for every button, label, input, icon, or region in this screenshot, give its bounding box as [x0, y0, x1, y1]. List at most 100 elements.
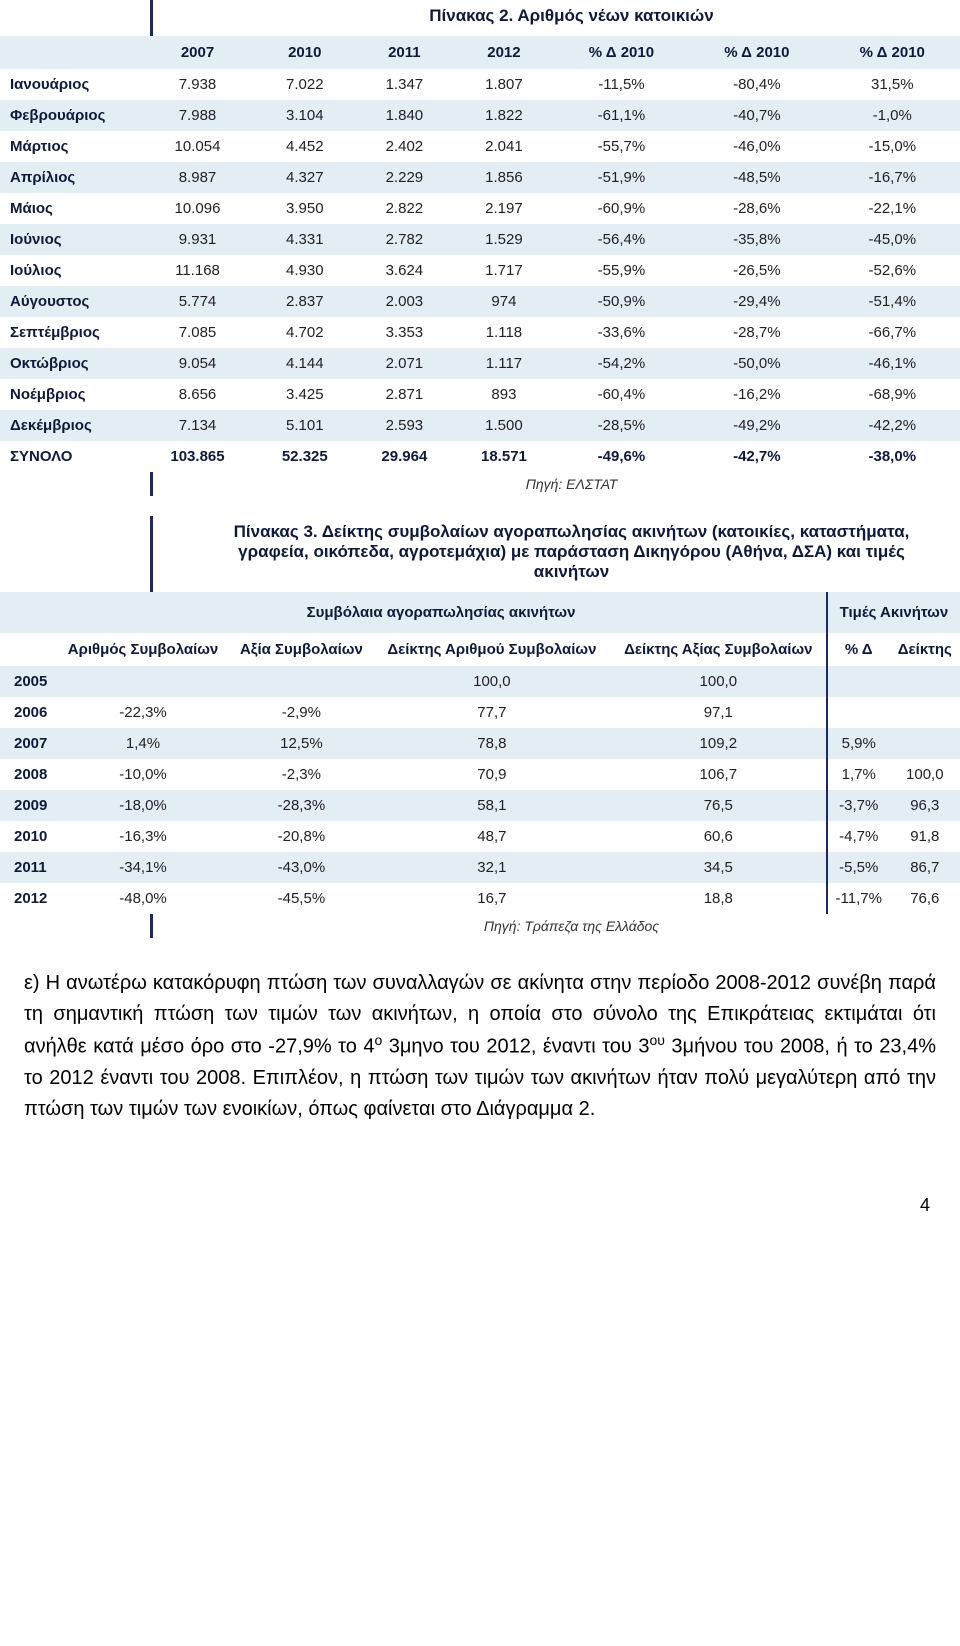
table2-section: Πίνακας 2. Αριθμός νέων κατοικιών 2007 2…: [0, 0, 960, 496]
table2-title: Πίνακας 2. Αριθμός νέων κατοικιών: [183, 0, 960, 36]
cell: 9.054: [140, 348, 255, 379]
cell: 31,5%: [825, 69, 960, 100]
row-label: Μάρτιος: [0, 131, 140, 162]
table-row: Απρίλιος8.9874.3272.2291.856-51,9%-48,5%…: [0, 162, 960, 193]
cell: 103.865: [140, 441, 255, 472]
t3c6: Δείκτης: [890, 633, 960, 666]
total-label: ΣΥΝΟΛΟ: [0, 441, 140, 472]
cell: 4.327: [255, 162, 355, 193]
source-bar-3: [150, 914, 153, 938]
row-label: Αύγουστος: [0, 286, 140, 317]
cell: -50,9%: [554, 286, 689, 317]
cell: 2.593: [355, 410, 455, 441]
cell: -35,8%: [689, 224, 824, 255]
table-row: Μάιος10.0963.9502.8222.197-60,9%-28,6%-2…: [0, 193, 960, 224]
t3c1: Αριθμός Συμβολαίων: [56, 633, 230, 666]
cell: 11.168: [140, 255, 255, 286]
cell: [890, 697, 960, 728]
cell: -28,7%: [689, 317, 824, 348]
cell: 4.144: [255, 348, 355, 379]
cell: -46,1%: [825, 348, 960, 379]
cell: -40,7%: [689, 100, 824, 131]
cell: 1,7%: [827, 759, 890, 790]
cell: 1.856: [454, 162, 554, 193]
para-part2: 3μηνο του 2012, έναντι του 3: [382, 1036, 649, 1058]
table-row: Ιανουάριος7.9387.0221.3471.807-11,5%-80,…: [0, 69, 960, 100]
cell: -49,2%: [689, 410, 824, 441]
cell: -2,9%: [230, 697, 373, 728]
table-row: Μάρτιος10.0544.4522.4022.041-55,7%-46,0%…: [0, 131, 960, 162]
cell: 16,7: [373, 883, 611, 914]
col-2007: 2007: [140, 36, 255, 69]
title-bar-3: [150, 516, 153, 592]
cell: -61,1%: [554, 100, 689, 131]
col-2010: 2010: [255, 36, 355, 69]
t3c2: Αξία Συμβολαίων: [230, 633, 373, 666]
cell: -51,4%: [825, 286, 960, 317]
cell: 48,7: [373, 821, 611, 852]
cell: 2.402: [355, 131, 455, 162]
cell: 2.782: [355, 224, 455, 255]
cell: -51,9%: [554, 162, 689, 193]
cell: [230, 666, 373, 697]
cell: 78,8: [373, 728, 611, 759]
cell: 97,1: [611, 697, 827, 728]
table3-section: Πίνακας 3. Δείκτης συμβολαίων αγοραπωλησ…: [0, 516, 960, 938]
cell: -4,7%: [827, 821, 890, 852]
cell: -42,2%: [825, 410, 960, 441]
row-label: 2008: [0, 759, 56, 790]
table-row: Ιούνιος9.9314.3312.7821.529-56,4%-35,8%-…: [0, 224, 960, 255]
cell: 10.054: [140, 131, 255, 162]
cell: 1.807: [454, 69, 554, 100]
cell: 2.822: [355, 193, 455, 224]
cell: [890, 666, 960, 697]
cell: -2,3%: [230, 759, 373, 790]
cell: 7.938: [140, 69, 255, 100]
col-blank: [0, 36, 140, 69]
row-label: Μάιος: [0, 193, 140, 224]
cell: -56,4%: [554, 224, 689, 255]
cell: 106,7: [611, 759, 827, 790]
cell: 77,7: [373, 697, 611, 728]
cell: -55,7%: [554, 131, 689, 162]
cell: 4.452: [255, 131, 355, 162]
cell: -16,3%: [56, 821, 230, 852]
row-label: Οκτώβριος: [0, 348, 140, 379]
cell: -80,4%: [689, 69, 824, 100]
cell: -68,9%: [825, 379, 960, 410]
cell: 1,4%: [56, 728, 230, 759]
cell: -34,1%: [56, 852, 230, 883]
cell: -20,8%: [230, 821, 373, 852]
cell: 2.837: [255, 286, 355, 317]
cell: -28,5%: [554, 410, 689, 441]
cell: -46,0%: [689, 131, 824, 162]
row-label: 2011: [0, 852, 56, 883]
body-paragraph: ε) Η ανωτέρω κατακόρυφη πτώση των συναλλ…: [0, 948, 960, 1155]
para-sup2: ου: [649, 1032, 664, 1048]
table2-source: Πηγή: ΕΛΣΤΑΤ: [183, 472, 960, 496]
table2: 2007 2010 2011 2012 % Δ 2010 % Δ 2010 % …: [0, 36, 960, 472]
cell: 893: [454, 379, 554, 410]
table-row: 20071,4%12,5%78,8109,25,9%: [0, 728, 960, 759]
cell: 18.571: [454, 441, 554, 472]
col-d2: % Δ 2010: [689, 36, 824, 69]
table-row: Αύγουστος5.7742.8372.003974-50,9%-29,4%-…: [0, 286, 960, 317]
cell: -28,6%: [689, 193, 824, 224]
table2-source-row: Πηγή: ΕΛΣΤΑΤ: [0, 472, 960, 496]
table3-source: Πηγή: Τράπεζα της Ελλάδος: [183, 914, 960, 938]
cell: 4.702: [255, 317, 355, 348]
cell: 1.822: [454, 100, 554, 131]
table-row: 2011-34,1%-43,0%32,134,5-5,5%86,7: [0, 852, 960, 883]
cell: -18,0%: [56, 790, 230, 821]
table-total-row: ΣΥΝΟΛΟ103.86552.32529.96418.571-49,6%-42…: [0, 441, 960, 472]
cell: 974: [454, 286, 554, 317]
table3-header-row: Αριθμός Συμβολαίων Αξία Συμβολαίων Δείκτ…: [0, 633, 960, 666]
cell: -42,7%: [689, 441, 824, 472]
row-label: Ιούνιος: [0, 224, 140, 255]
cell: -16,2%: [689, 379, 824, 410]
table-row: 2010-16,3%-20,8%48,760,6-4,7%91,8: [0, 821, 960, 852]
cell: 60,6: [611, 821, 827, 852]
row-label: 2009: [0, 790, 56, 821]
cell: 3.624: [355, 255, 455, 286]
table2-header-row: 2007 2010 2011 2012 % Δ 2010 % Δ 2010 % …: [0, 36, 960, 69]
